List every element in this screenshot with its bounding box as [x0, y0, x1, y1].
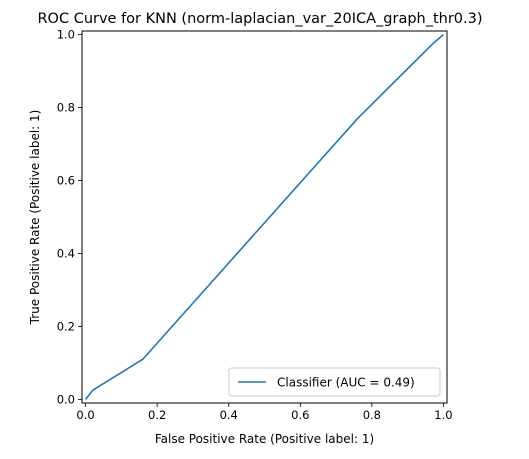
y-tick-label: 0.8 — [57, 101, 75, 115]
x-tick-label: 0.6 — [291, 408, 309, 422]
y-tick-label: 0.6 — [57, 174, 75, 188]
x-tick-label: 0.8 — [363, 408, 381, 422]
y-tick-label: 1.0 — [57, 28, 75, 42]
x-tick-label: 0.2 — [148, 408, 166, 422]
plot-area-frame — [81, 30, 448, 404]
x-axis-label: False Positive Rate (Positive label: 1) — [155, 432, 374, 446]
y-axis-ticks: 0.0 0.2 0.4 0.6 0.8 1.0 — [57, 28, 82, 406]
x-tick-label: 1.0 — [434, 408, 452, 422]
legend: Classifier (AUC = 0.49) — [228, 367, 441, 397]
x-axis-ticks: 0.0 0.2 0.4 0.6 0.8 1.0 — [76, 403, 453, 422]
legend-box — [228, 367, 441, 397]
y-tick-label: 0.0 — [57, 392, 75, 406]
y-axis-label: True Positive Rate (Positive label: 1) — [28, 110, 42, 326]
x-tick-label: 0.4 — [220, 408, 238, 422]
y-tick-label: 0.2 — [57, 319, 75, 333]
series-layer — [84, 34, 444, 400]
legend-label-classifier: Classifier (AUC = 0.49) — [277, 376, 415, 390]
y-tick-label: 0.4 — [57, 246, 75, 260]
x-tick-label: 0.0 — [76, 408, 94, 422]
roc-series-line — [84, 34, 444, 400]
chart-title: ROC Curve for KNN (norm-laplacian_var_20… — [37, 11, 482, 27]
